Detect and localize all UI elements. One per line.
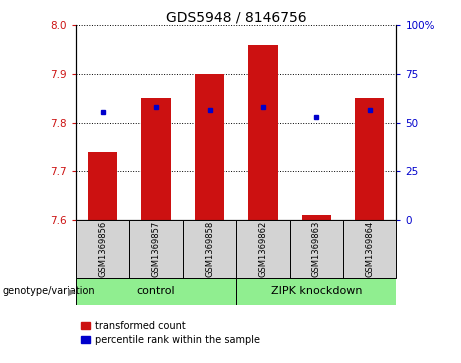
Bar — [248, 45, 278, 220]
Legend: transformed count, percentile rank within the sample: transformed count, percentile rank withi… — [81, 321, 260, 344]
Text: genotype/variation: genotype/variation — [2, 286, 95, 297]
Text: control: control — [137, 286, 176, 296]
Bar — [142, 98, 171, 220]
Text: GSM1369863: GSM1369863 — [312, 220, 321, 277]
Bar — [236, 278, 396, 305]
Bar — [76, 278, 236, 305]
Bar — [290, 220, 343, 278]
Title: GDS5948 / 8146756: GDS5948 / 8146756 — [166, 10, 307, 24]
Text: GSM1369864: GSM1369864 — [365, 221, 374, 277]
Text: GSM1369856: GSM1369856 — [98, 221, 107, 277]
Bar — [195, 74, 224, 220]
Text: ZIPK knockdown: ZIPK knockdown — [271, 286, 362, 296]
Text: GSM1369858: GSM1369858 — [205, 221, 214, 277]
Bar — [343, 220, 396, 278]
Bar — [236, 220, 290, 278]
Bar — [130, 220, 183, 278]
Text: GSM1369862: GSM1369862 — [259, 221, 267, 277]
Text: GSM1369857: GSM1369857 — [152, 221, 161, 277]
Bar — [183, 220, 236, 278]
Bar — [88, 152, 118, 220]
Bar — [355, 98, 384, 220]
Bar — [301, 215, 331, 220]
Bar — [76, 220, 130, 278]
Text: ▶: ▶ — [68, 286, 76, 297]
